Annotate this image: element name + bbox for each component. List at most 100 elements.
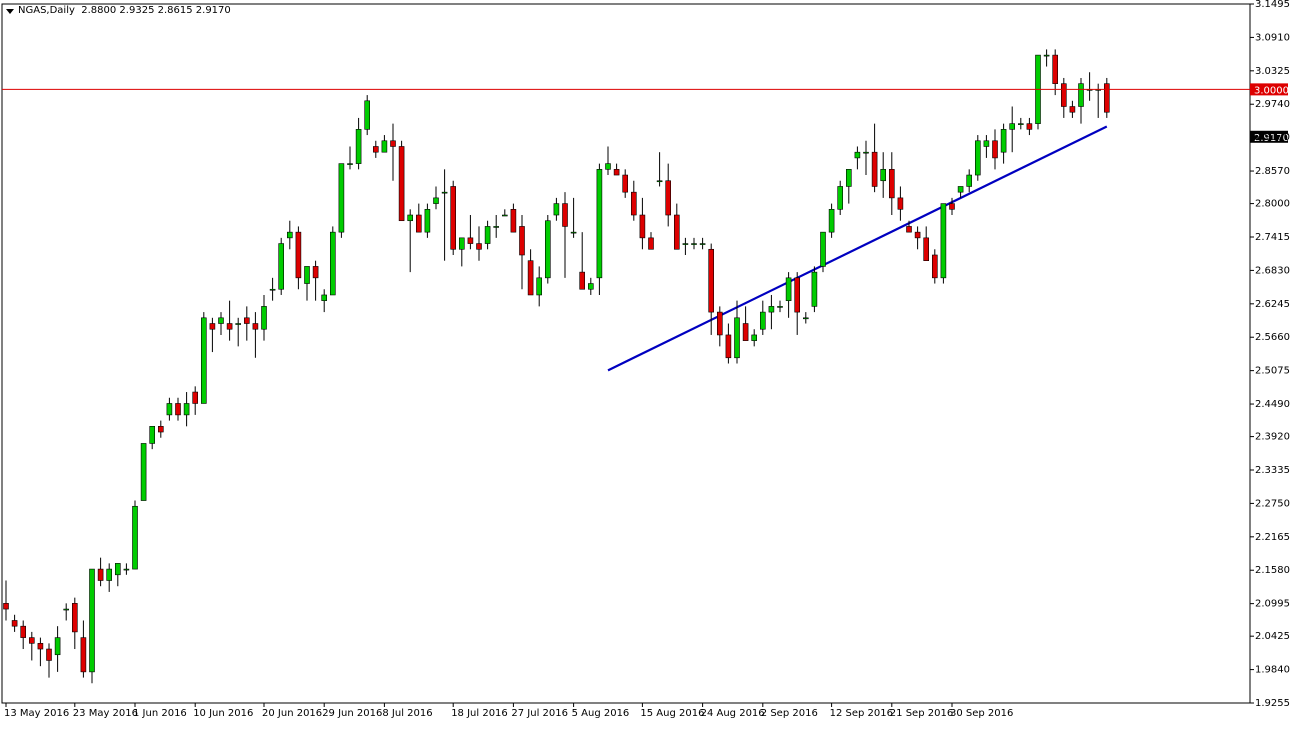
y-tick-label: 1.9255 bbox=[1255, 698, 1290, 709]
candle-body bbox=[458, 237, 465, 250]
candle-body bbox=[845, 169, 852, 187]
candle-body bbox=[312, 266, 319, 279]
candle bbox=[880, 152, 887, 198]
candle-body bbox=[699, 243, 706, 245]
candle bbox=[278, 237, 285, 295]
candle bbox=[415, 203, 422, 233]
x-tick-label: 24 Aug 2016 bbox=[701, 708, 765, 719]
candle-body bbox=[390, 140, 396, 147]
candle bbox=[983, 135, 990, 158]
candle bbox=[785, 272, 792, 318]
candle-body bbox=[802, 317, 809, 320]
x-tick-label: 8 Jul 2016 bbox=[382, 708, 432, 719]
x-tick-label: 12 Sep 2016 bbox=[830, 708, 893, 719]
candle bbox=[132, 500, 138, 570]
candle bbox=[450, 180, 457, 255]
candle bbox=[467, 215, 474, 250]
candle-body bbox=[1061, 83, 1067, 107]
candle bbox=[527, 249, 534, 296]
candle bbox=[244, 306, 250, 341]
candle bbox=[837, 180, 844, 216]
candle-body bbox=[562, 203, 568, 227]
menu-arrow-icon[interactable] bbox=[6, 9, 14, 14]
x-tick-label: 30 Sep 2016 bbox=[950, 708, 1013, 719]
candle bbox=[1035, 54, 1041, 130]
candle-body bbox=[665, 180, 672, 216]
x-tick-label: 2 Sep 2016 bbox=[761, 708, 818, 719]
candle-body bbox=[54, 637, 61, 656]
candle bbox=[286, 220, 293, 250]
candle bbox=[201, 312, 207, 404]
candle bbox=[89, 568, 95, 684]
candle bbox=[802, 312, 809, 324]
candle-body bbox=[28, 637, 35, 644]
candle-body bbox=[286, 231, 293, 239]
chart-header: NGAS,Daily 2.8800 2.9325 2.8615 2.9170 bbox=[18, 5, 231, 16]
candle-body bbox=[183, 403, 190, 416]
hline-price-label: 3.0000 bbox=[1254, 85, 1289, 96]
candle bbox=[949, 197, 955, 216]
candle bbox=[596, 163, 603, 295]
candle bbox=[484, 220, 491, 250]
candle bbox=[209, 317, 216, 353]
candle bbox=[1000, 123, 1007, 164]
candle bbox=[476, 226, 482, 261]
candle-body bbox=[742, 323, 749, 341]
candle-body bbox=[192, 391, 198, 404]
candle bbox=[115, 563, 121, 587]
candle-body bbox=[493, 226, 500, 228]
candle bbox=[149, 426, 155, 450]
candle bbox=[390, 123, 396, 181]
candle-body bbox=[587, 283, 594, 290]
candle-body bbox=[261, 306, 267, 330]
candle-body bbox=[605, 163, 611, 170]
candle bbox=[80, 620, 87, 678]
candle-body bbox=[1026, 123, 1033, 130]
x-tick-label: 23 May 2016 bbox=[73, 708, 138, 719]
candle bbox=[751, 329, 758, 347]
candle-body bbox=[527, 260, 534, 296]
candle-body bbox=[682, 243, 689, 245]
candle bbox=[768, 294, 775, 330]
candle-body bbox=[329, 231, 336, 296]
candle bbox=[364, 95, 371, 136]
candle bbox=[871, 123, 878, 193]
x-tick-label: 20 Jun 2016 bbox=[262, 708, 322, 719]
candle bbox=[974, 135, 981, 181]
candle-body bbox=[596, 169, 603, 279]
candle bbox=[699, 237, 706, 250]
y-tick-label: 2.8570 bbox=[1255, 166, 1290, 177]
candle bbox=[553, 197, 560, 221]
candle bbox=[828, 203, 835, 238]
candle-body bbox=[974, 140, 981, 176]
candle-body bbox=[278, 243, 285, 290]
candle-body bbox=[751, 334, 758, 341]
candle-body bbox=[923, 237, 930, 261]
candle-body bbox=[983, 140, 990, 147]
trendline[interactable] bbox=[607, 125, 1108, 372]
candle-body bbox=[880, 169, 887, 182]
candle bbox=[931, 249, 938, 284]
candle bbox=[106, 563, 112, 592]
candle bbox=[158, 420, 164, 438]
candle-body bbox=[218, 317, 224, 324]
candle-body bbox=[1078, 83, 1084, 107]
y-tick-label: 2.1580 bbox=[1255, 565, 1290, 576]
candle-body bbox=[1052, 54, 1058, 84]
candle-body bbox=[777, 306, 783, 308]
candle bbox=[72, 597, 78, 650]
x-tick-label: 5 Aug 2016 bbox=[572, 708, 630, 719]
candle-body bbox=[347, 163, 353, 165]
candle bbox=[355, 117, 362, 170]
candle bbox=[923, 226, 930, 261]
candle bbox=[613, 163, 620, 176]
candle-body bbox=[510, 209, 517, 233]
y-tick-label: 3.1495 bbox=[1255, 0, 1290, 10]
y-tick-label: 2.9170 bbox=[1255, 132, 1290, 143]
y-tick-label: 3.0910 bbox=[1255, 32, 1290, 43]
candle bbox=[28, 631, 35, 661]
candle bbox=[372, 140, 379, 158]
candle-body bbox=[140, 443, 147, 501]
candle-body bbox=[579, 271, 586, 290]
